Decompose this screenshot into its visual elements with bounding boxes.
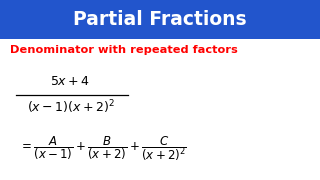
FancyBboxPatch shape xyxy=(0,0,320,39)
Text: $5x + 4$: $5x + 4$ xyxy=(51,75,90,88)
Text: $(x-1)(x+2)^2$: $(x-1)(x+2)^2$ xyxy=(27,98,114,116)
Text: $= \dfrac{A}{(x-1)} + \dfrac{B}{(x+2)} + \dfrac{C}{(x+2)^2}$: $= \dfrac{A}{(x-1)} + \dfrac{B}{(x+2)} +… xyxy=(19,134,187,163)
Text: Denominator with repeated factors: Denominator with repeated factors xyxy=(10,45,237,55)
Text: Partial Fractions: Partial Fractions xyxy=(73,10,247,29)
